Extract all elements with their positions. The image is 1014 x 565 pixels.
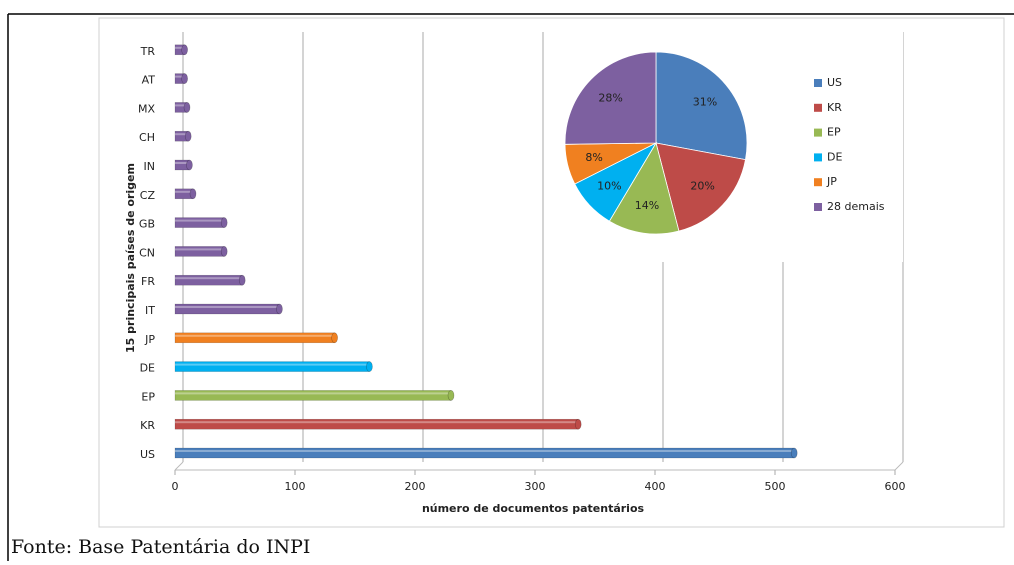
- y-tick-label: IN: [144, 160, 155, 173]
- x-tick-label: 400: [645, 480, 666, 493]
- bar-cap: [331, 332, 338, 344]
- bar-highlight: [175, 363, 370, 366]
- pie-slice: [655, 142, 746, 232]
- bar-highlight: [175, 306, 280, 308]
- bar-cap: [220, 246, 228, 257]
- x-tick-label: 0: [172, 480, 179, 493]
- bar: [174, 246, 225, 257]
- y-tick-label: US: [140, 448, 155, 461]
- bar-cap: [790, 447, 798, 459]
- bar: [174, 447, 795, 459]
- bar-highlight: [175, 75, 185, 78]
- bar-cap: [181, 44, 188, 56]
- pie-slice: [608, 141, 680, 235]
- caption: Fonte: Base Patentária do INPI: [11, 536, 310, 558]
- bar: [174, 361, 370, 372]
- bar-highlight: [175, 334, 335, 337]
- slice-label: 28%: [598, 91, 622, 104]
- x-axis-title: número de documentos patentários: [422, 502, 645, 515]
- bar-cap: [276, 303, 283, 315]
- bar-highlight: [175, 190, 193, 193]
- y-tick-label: KR: [140, 419, 155, 432]
- y-tick-label: CZ: [140, 189, 156, 202]
- legend-label: DE: [827, 150, 842, 163]
- pie-slice: [655, 51, 748, 161]
- legend-swatch: [814, 103, 822, 112]
- bar-highlight: [175, 248, 225, 251]
- x-tick-label: 200: [405, 480, 426, 493]
- legend-label: 28 demais: [827, 200, 885, 213]
- legend-label: JP: [826, 175, 837, 188]
- bar-highlight: [175, 421, 579, 424]
- bar: [174, 332, 335, 344]
- bar-highlight: [175, 162, 190, 164]
- legend-label: KR: [827, 101, 842, 114]
- slice-label: 8%: [585, 151, 602, 164]
- bar-cap: [184, 130, 192, 142]
- y-tick-label: JP: [144, 333, 155, 346]
- bar-cap: [183, 102, 191, 113]
- slice-label: 31%: [693, 95, 717, 108]
- bar-cap: [447, 390, 455, 401]
- bar: [174, 303, 280, 315]
- bar-cap: [574, 418, 582, 430]
- bar-highlight: [175, 277, 243, 280]
- axis-line: [894, 461, 904, 471]
- bar-highlight: [175, 450, 795, 452]
- bar-highlight: [175, 219, 225, 222]
- x-tick-label: 300: [525, 480, 546, 493]
- bar-highlight: [175, 133, 189, 136]
- bar-highlight: [175, 104, 187, 107]
- bar-highlight: [175, 46, 185, 49]
- bar: [174, 217, 225, 228]
- bar: [174, 418, 579, 430]
- legend-label: US: [827, 76, 842, 89]
- y-tick-label: DE: [140, 362, 155, 375]
- pie-slice: [564, 51, 657, 145]
- y-tick-label: GB: [139, 218, 155, 231]
- bar-cap: [186, 159, 193, 171]
- bar-cap: [220, 217, 228, 228]
- legend-swatch: [814, 203, 822, 211]
- bar: [174, 390, 452, 401]
- bar-cap: [366, 361, 373, 372]
- y-tick-label: CN: [139, 246, 155, 259]
- y-tick-label: AT: [142, 74, 156, 87]
- y-tick-label: CH: [139, 131, 155, 144]
- legend-swatch: [814, 128, 822, 137]
- legend-swatch: [814, 79, 822, 87]
- slice-label: 10%: [597, 179, 621, 192]
- bar-cap: [189, 188, 197, 200]
- y-tick-label: IT: [145, 304, 155, 317]
- legend-swatch: [814, 178, 822, 187]
- x-tick-label: 500: [765, 480, 786, 493]
- y-axis-title: 15 principais países de origem: [124, 163, 137, 353]
- slice-label: 14%: [635, 199, 659, 212]
- axis-line: [174, 461, 184, 471]
- y-tick-label: TR: [140, 45, 156, 58]
- bar-highlight: [175, 392, 451, 395]
- y-tick-label: MX: [138, 102, 155, 115]
- legend-swatch: [814, 153, 822, 162]
- x-tick-label: 600: [885, 480, 906, 493]
- slice-label: 20%: [690, 179, 714, 192]
- legend-label: EP: [827, 126, 841, 139]
- bar: [174, 274, 243, 286]
- x-tick-label: 100: [285, 480, 306, 493]
- y-tick-label: FR: [141, 275, 155, 288]
- y-tick-label: EP: [141, 390, 155, 403]
- bar-cap: [238, 274, 246, 286]
- bar-cap: [181, 73, 188, 84]
